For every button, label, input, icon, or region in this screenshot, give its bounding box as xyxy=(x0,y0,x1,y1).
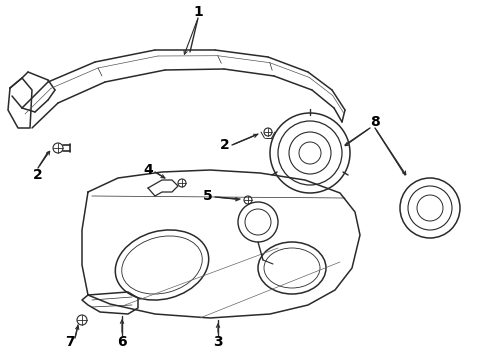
Text: 8: 8 xyxy=(370,115,380,129)
Text: 5: 5 xyxy=(203,189,213,203)
Text: 1: 1 xyxy=(193,5,203,19)
Text: 2: 2 xyxy=(33,168,43,182)
Text: 6: 6 xyxy=(117,335,127,349)
Text: 2: 2 xyxy=(220,138,230,152)
Text: 3: 3 xyxy=(213,335,223,349)
Text: 7: 7 xyxy=(65,335,75,349)
Text: 4: 4 xyxy=(143,163,153,177)
